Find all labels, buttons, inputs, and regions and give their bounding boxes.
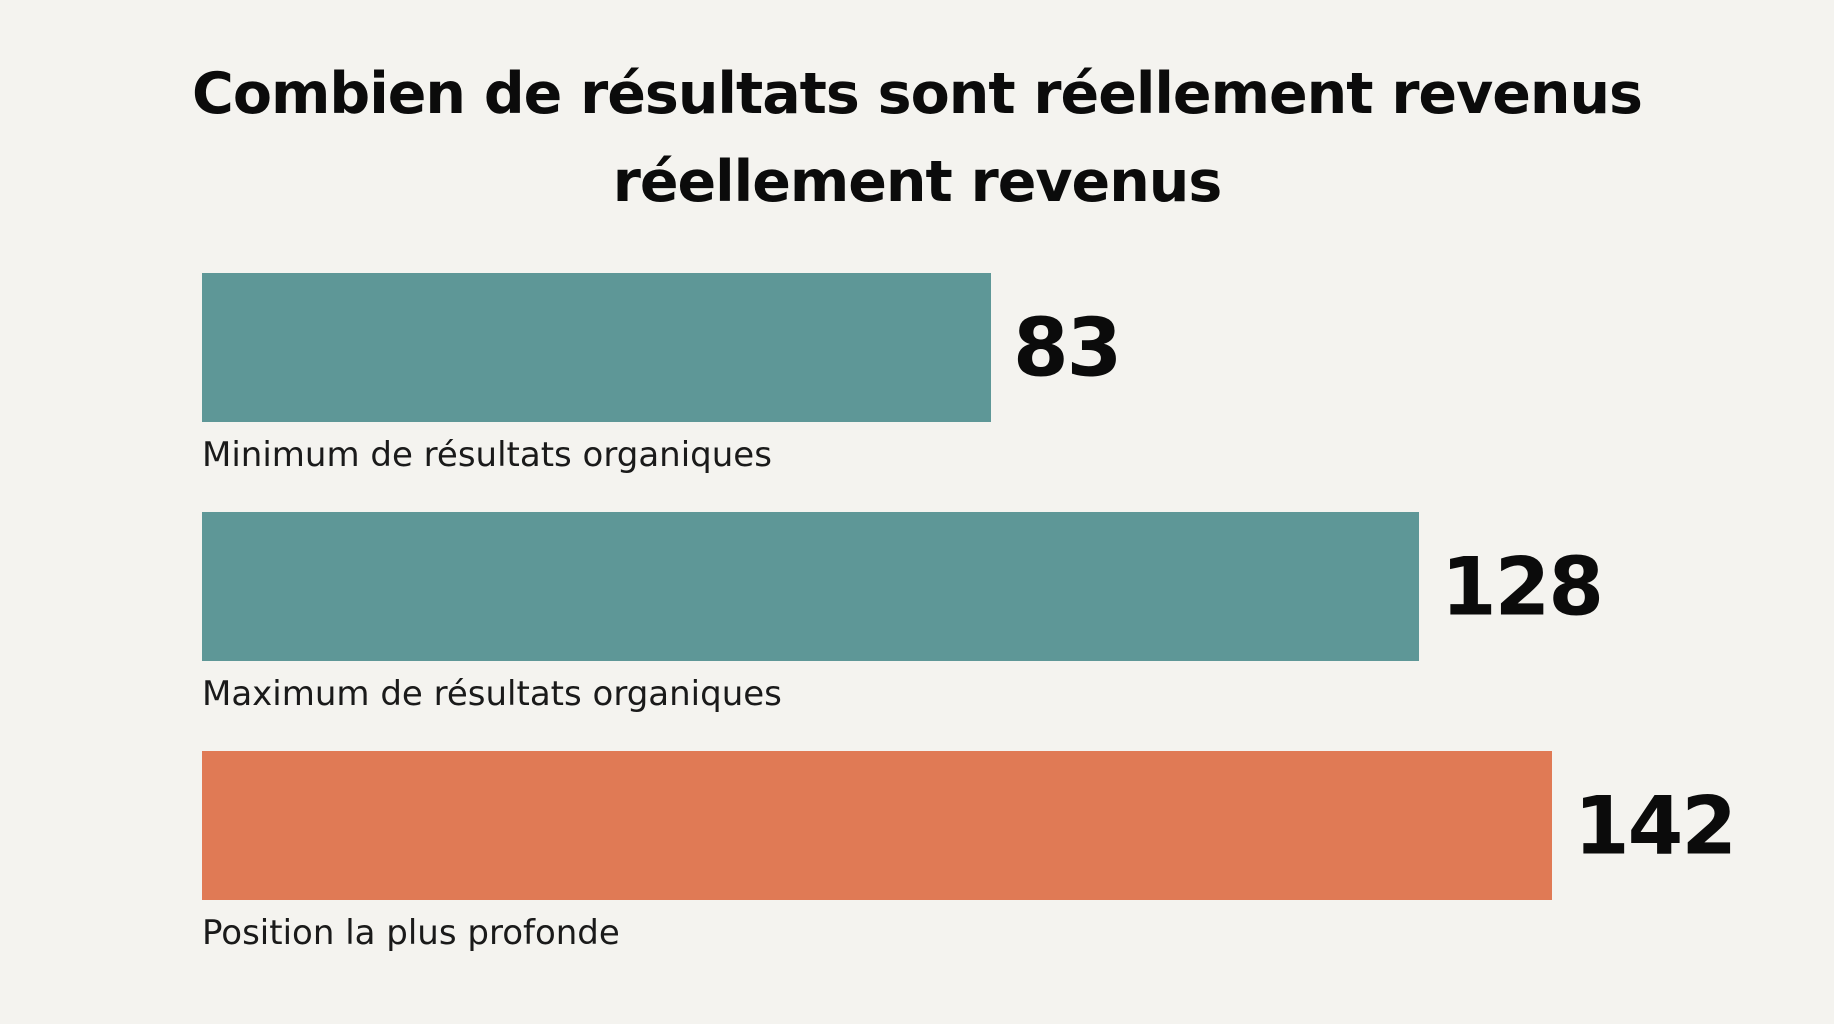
bar-3 [202, 751, 1552, 900]
value-label-3: 142 [1574, 780, 1735, 873]
value-label-1: 83 [1013, 302, 1120, 395]
chart-title-line-1: Combien de résultats sont réellement rev… [192, 61, 1643, 127]
bar-1 [202, 273, 991, 422]
category-label-2: Maximum de résultats organiques [202, 674, 782, 714]
value-label-2: 128 [1441, 541, 1602, 634]
bar-2 [202, 512, 1419, 661]
category-label-3: Position la plus profonde [202, 913, 620, 953]
category-label-1: Minimum de résultats organiques [202, 435, 772, 475]
chart-title-line-2: réellement revenus [612, 149, 1223, 215]
